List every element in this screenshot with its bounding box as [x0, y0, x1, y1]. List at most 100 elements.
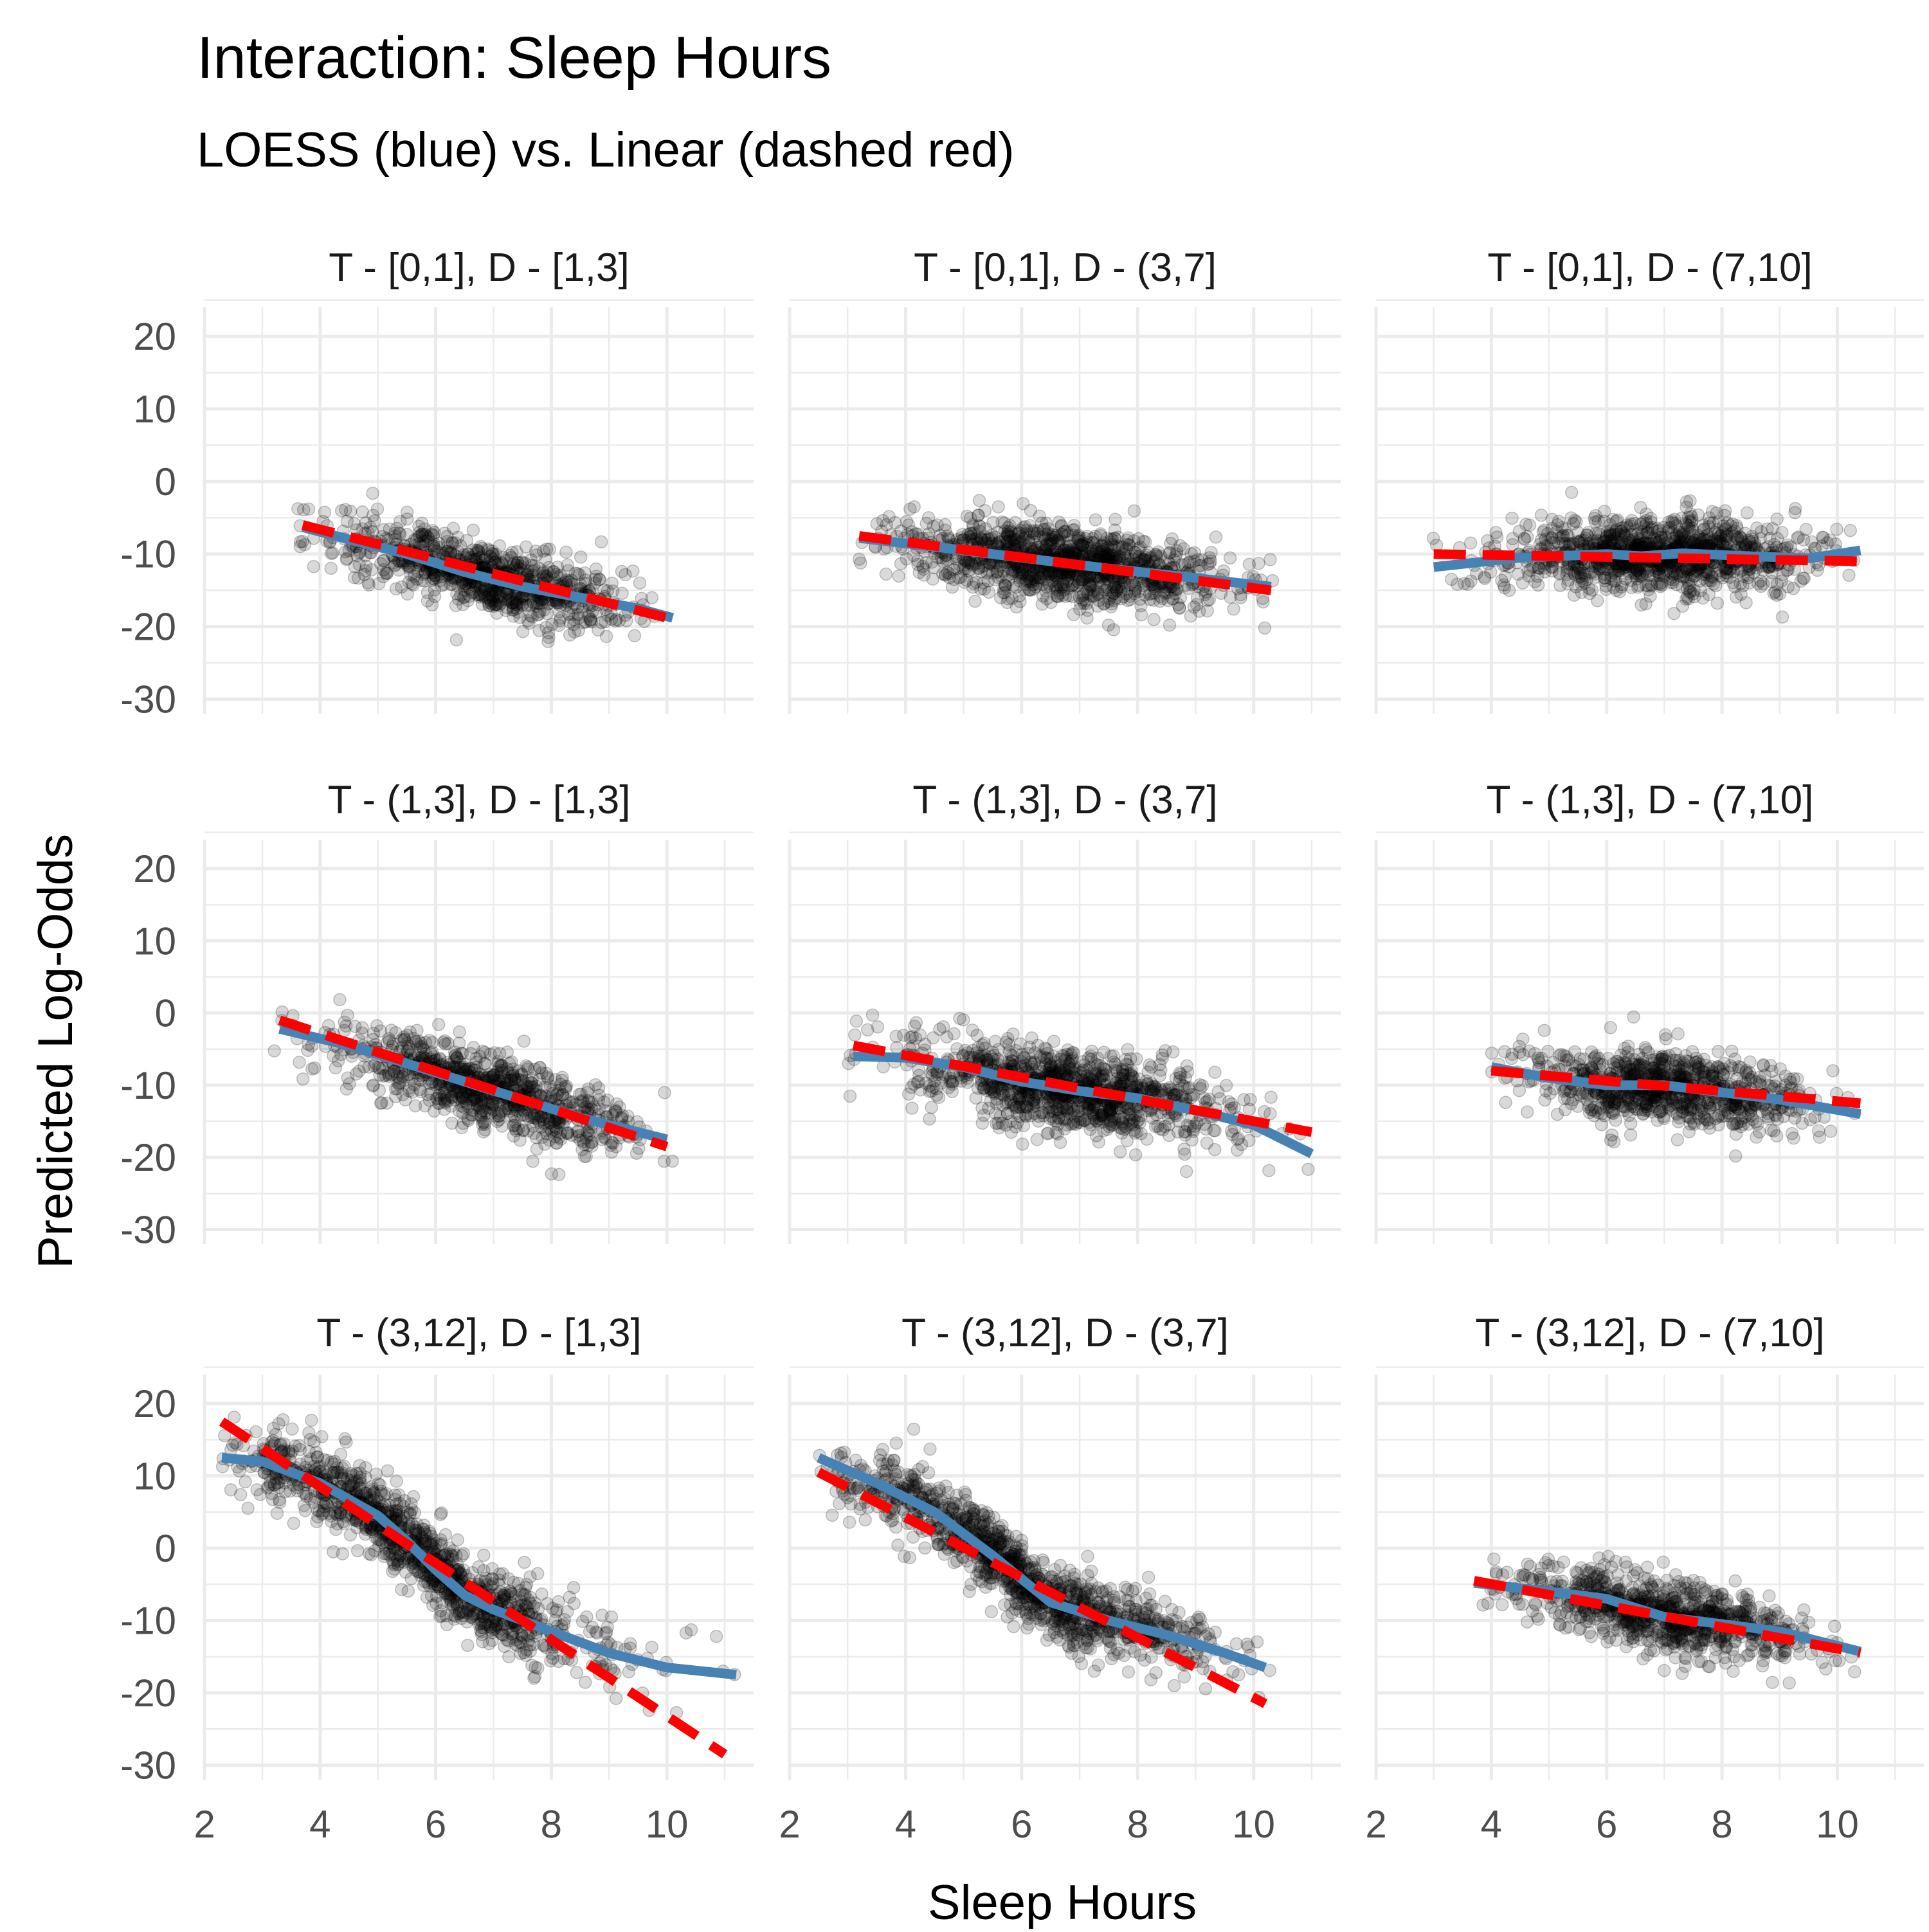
scatter-point — [880, 568, 892, 580]
scatter-point — [1108, 588, 1120, 600]
scatter-point — [575, 551, 587, 563]
scatter-point — [1132, 586, 1145, 598]
scatter-point — [382, 1069, 394, 1081]
scatter-point — [1202, 558, 1214, 570]
scatter-point — [488, 557, 500, 569]
scatter-point — [1741, 507, 1753, 519]
facet-panel: T - (1,3], D - (3,7] — [790, 778, 1341, 1244]
scatter-point — [476, 1118, 489, 1130]
scatter-point — [367, 525, 379, 537]
scatter-point — [376, 1097, 388, 1109]
scatter-point — [1264, 554, 1276, 566]
scatter-point — [456, 1121, 468, 1133]
scatter-point — [1089, 514, 1101, 526]
scatter-point — [1811, 564, 1824, 577]
scatter-point — [501, 1046, 513, 1058]
x-axis-label: Sleep Hours — [928, 1875, 1197, 1929]
scatter-point — [917, 561, 929, 573]
scatter-point — [568, 626, 581, 638]
scatter-point — [574, 569, 586, 581]
scatter-point — [426, 599, 438, 611]
scatter-point — [1588, 512, 1600, 525]
scatter-point — [855, 557, 867, 569]
scatter-point — [373, 577, 385, 590]
scatter-point — [965, 530, 977, 543]
scatter-point — [371, 1020, 383, 1032]
scatter-point — [579, 1101, 591, 1114]
scatter-point — [419, 1100, 431, 1112]
facet-strip-label: T - [0,1], D - (3,7] — [914, 246, 1217, 290]
scatter-point — [877, 514, 889, 527]
scatter-point — [1465, 537, 1477, 549]
y-tick-label: -30 — [120, 678, 176, 721]
scatter-point — [411, 1038, 423, 1050]
scatter-point — [476, 542, 488, 554]
scatter-point — [1253, 557, 1265, 570]
scatter-point — [356, 1027, 368, 1039]
scatter-point — [338, 1024, 350, 1036]
scatter-point — [606, 1146, 618, 1159]
scatter-point — [1064, 590, 1076, 602]
scatter-point — [1098, 551, 1110, 563]
scatter-point — [1782, 581, 1794, 593]
y-tick-label: 10 — [133, 388, 176, 431]
scatter-point — [1568, 518, 1580, 530]
facet-strip-label: T - (1,3], D - [1,3] — [328, 778, 631, 822]
scatter-point — [1136, 609, 1148, 621]
scatter-point — [1184, 610, 1197, 622]
scatter-point — [1554, 579, 1566, 591]
scatter-point — [425, 528, 437, 541]
scatter-point — [1680, 518, 1692, 530]
scatter-point — [1503, 584, 1516, 597]
scatter-point — [927, 1032, 939, 1044]
scatter-point — [293, 1056, 305, 1069]
y-tick-label: 10 — [133, 919, 176, 962]
scatter-point — [1072, 534, 1084, 546]
scatter-point — [1465, 575, 1477, 587]
scatter-point — [974, 494, 986, 507]
scatter-point — [1506, 512, 1518, 525]
scatter-point — [356, 506, 368, 518]
scatter-point — [1632, 528, 1644, 540]
scatter-point — [1557, 530, 1570, 542]
scatter-point — [1719, 505, 1732, 517]
scatter-point — [658, 1155, 670, 1168]
scatter-point — [469, 1093, 482, 1105]
scatter-point — [585, 613, 597, 626]
scatter-point — [580, 1132, 592, 1144]
scatter-point — [634, 577, 646, 589]
scatter-point — [1766, 523, 1779, 535]
scatter-point — [908, 501, 920, 513]
scatter-point — [892, 570, 905, 582]
scatter-point — [1132, 532, 1145, 545]
scatter-point — [1766, 575, 1778, 588]
scatter-point — [1635, 599, 1647, 611]
scatter-point — [849, 1029, 861, 1041]
scatter-point — [1780, 541, 1793, 554]
scatter-point — [528, 1127, 540, 1139]
y-tick-label: -20 — [120, 606, 176, 649]
scatter-point — [424, 1034, 436, 1047]
y-tick-label: -10 — [120, 533, 176, 576]
scatter-point — [1224, 552, 1236, 564]
scatter-point — [327, 1050, 340, 1062]
scatter-point — [1777, 611, 1789, 623]
scatter-point — [1167, 592, 1179, 604]
scatter-point — [939, 519, 951, 531]
scatter-point — [334, 993, 346, 1006]
scatter-point — [943, 572, 955, 584]
scatter-point — [1734, 537, 1746, 550]
scatter-point — [309, 1062, 321, 1074]
scatter-point — [1200, 586, 1212, 598]
scatter-point — [561, 1126, 574, 1139]
y-tick-label: 20 — [133, 315, 176, 358]
scatter-point — [1635, 501, 1647, 514]
scatter-point — [601, 630, 613, 642]
scatter-point — [507, 597, 519, 609]
scatter-point — [1569, 568, 1581, 581]
scatter-point — [1680, 496, 1692, 508]
scatter-point — [353, 1065, 365, 1077]
scatter-point — [1755, 575, 1767, 587]
scatter-point — [411, 1024, 423, 1036]
scatter-point — [367, 487, 379, 500]
